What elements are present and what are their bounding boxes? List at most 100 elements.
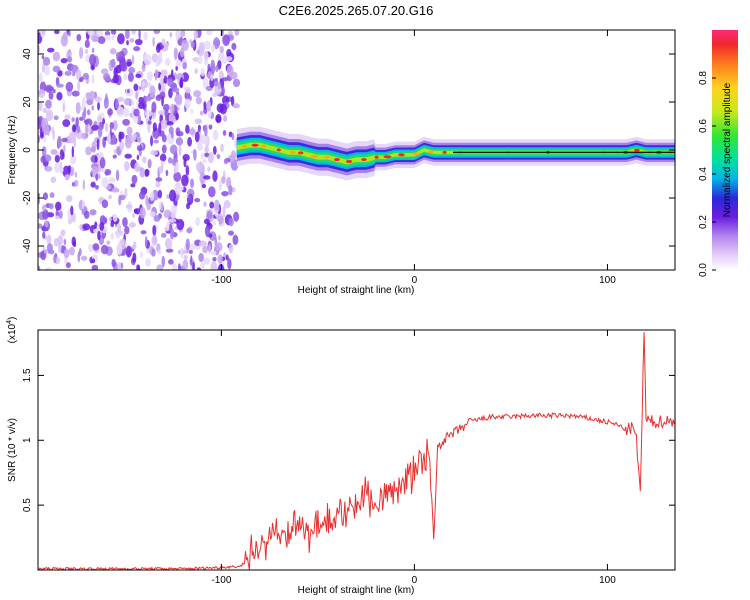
- spectrogram-x-label: Height of straight line (km): [298, 285, 415, 296]
- noise-blob: [151, 248, 156, 257]
- noise-blob: [40, 30, 46, 38]
- snr-x-tick-label: 0: [412, 575, 418, 586]
- noise-blob: [179, 47, 185, 58]
- noise-blob: [182, 62, 187, 70]
- noise-blob: [190, 255, 193, 266]
- colorbar-tick-label: 0.0: [698, 263, 709, 277]
- noise-blob: [207, 151, 214, 164]
- noise-blob: [149, 211, 156, 218]
- noise-blob: [200, 152, 204, 160]
- noise-blob: [212, 129, 219, 141]
- noise-blob: [110, 58, 116, 68]
- noise-blob: [162, 103, 170, 112]
- noise-blob: [175, 65, 178, 71]
- noise-blob: [105, 93, 108, 104]
- spectrogram-y-label: Frequency (Hz): [7, 116, 18, 185]
- noise-blob: [218, 235, 221, 241]
- spectrogram-x-ticks: -100 0 100: [211, 30, 616, 286]
- noise-blob: [81, 111, 86, 121]
- noise-blob: [182, 153, 190, 162]
- noise-blob: [63, 238, 67, 246]
- noise-blob: [71, 236, 77, 247]
- noise-blob: [42, 56, 51, 66]
- noise-blob: [131, 54, 135, 65]
- noise-blob: [119, 141, 125, 151]
- noise-blob: [195, 161, 203, 173]
- noise-blob: [71, 90, 80, 97]
- noise-blob: [72, 124, 77, 133]
- noise-blob: [175, 59, 182, 68]
- noise-blob: [145, 195, 149, 207]
- noise-blob: [155, 177, 163, 182]
- noise-blob: [126, 61, 132, 67]
- spectrogram-panel: -100 0 100 -40 -20 0 20 40 Height of straight …: [7, 29, 676, 296]
- noise-blob: [64, 256, 68, 265]
- noise-blob: [199, 240, 208, 247]
- noise-blob: [166, 221, 170, 230]
- noise-blob: [208, 243, 211, 254]
- noise-blob: [38, 265, 41, 270]
- noise-blob: [84, 48, 89, 55]
- noise-blob: [175, 112, 179, 121]
- snr-panel: -100 0 100 0.5 1 1.5 Height of straight line…: [6, 317, 676, 596]
- noise-blob: [213, 80, 219, 87]
- colorbar-label: Normalized spectral amplitude: [722, 82, 733, 217]
- noise-blob: [103, 72, 111, 81]
- noise-blob: [72, 71, 76, 77]
- noise-blob: [161, 255, 166, 268]
- noise-blob: [117, 223, 122, 234]
- noise-blob: [90, 181, 96, 188]
- noise-blob: [190, 108, 194, 114]
- noise-blob: [70, 154, 77, 165]
- noise-blob: [101, 199, 109, 209]
- noise-blob: [189, 243, 196, 251]
- noise-blob: [231, 132, 235, 141]
- noise-blob: [64, 70, 72, 76]
- noise-blob: [143, 54, 152, 66]
- noise-blob: [41, 146, 47, 157]
- noise-blob: [68, 247, 75, 256]
- noise-blob: [135, 91, 139, 100]
- noise-blob: [134, 162, 140, 173]
- noise-blob: [98, 173, 101, 180]
- noise-blob: [234, 30, 240, 36]
- noise-blob: [147, 158, 152, 169]
- noise-blob: [115, 169, 120, 182]
- colorbar-ticks: 0.0 0.2 0.4 0.6 0.8: [698, 71, 716, 277]
- snr-y-ticks: 0.5 1 1.5: [22, 368, 675, 512]
- noise-blob: [60, 229, 66, 237]
- noise-blob: [150, 135, 154, 147]
- noise-blob: [112, 120, 118, 131]
- noise-blob: [131, 244, 137, 250]
- noise-blob: [178, 144, 182, 157]
- noise-blob: [52, 51, 61, 62]
- noise-blob: [155, 181, 161, 188]
- noise-blob: [137, 264, 141, 270]
- noise-blob: [226, 48, 232, 58]
- noise-blob: [113, 149, 117, 154]
- noise-blob: [185, 124, 190, 134]
- noise-blob: [120, 262, 124, 269]
- noise-blob: [195, 216, 201, 227]
- noise-blob: [203, 257, 211, 265]
- noise-blob: [228, 217, 234, 227]
- noise-blob: [97, 101, 100, 111]
- noise-blob: [64, 114, 71, 120]
- noise-blob: [63, 248, 70, 259]
- noise-blob: [185, 238, 190, 251]
- noise-blob: [201, 134, 209, 145]
- noise-blob: [222, 34, 231, 46]
- noise-blob: [138, 191, 146, 200]
- spectrogram-y-tick-label: 20: [22, 96, 33, 108]
- noise-blob: [141, 63, 146, 73]
- noise-blob: [188, 249, 193, 254]
- ridge-peak: [333, 158, 340, 162]
- noise-blob: [81, 132, 89, 140]
- noise-blob: [65, 262, 71, 269]
- snr-x-ticks: -100 0 100: [211, 330, 616, 586]
- noise-blob: [79, 46, 84, 59]
- noise-blob: [101, 167, 106, 173]
- noise-blob: [214, 242, 223, 252]
- noise-blob: [44, 165, 53, 172]
- noise-blob: [152, 122, 158, 132]
